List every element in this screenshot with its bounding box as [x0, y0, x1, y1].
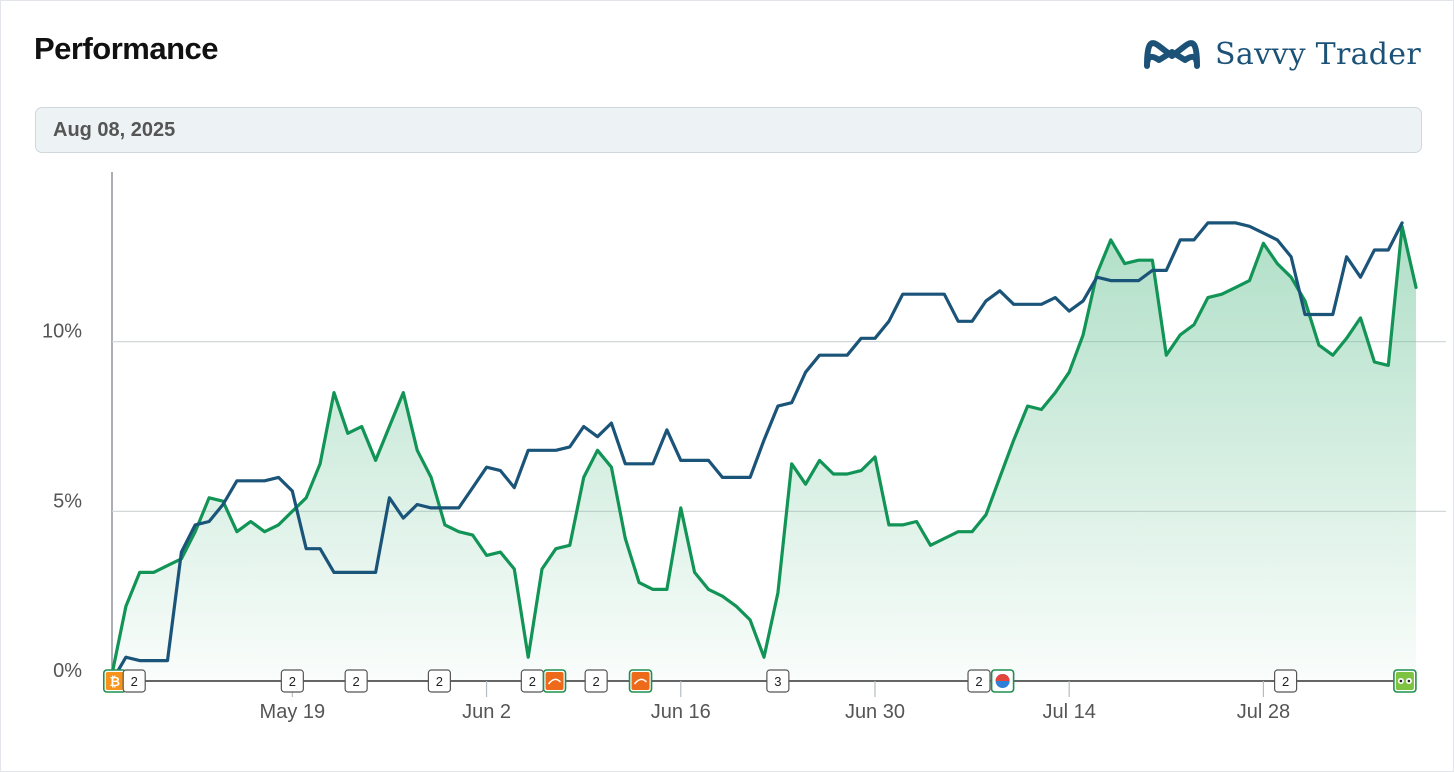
benchmark-line	[110, 221, 1404, 683]
event-count-badge[interactable]: 2	[280, 669, 304, 693]
date-display[interactable]: Aug 08, 2025	[35, 107, 1422, 153]
event-count-label: 2	[289, 674, 296, 689]
x-tick-label: May 19	[260, 701, 326, 723]
event-marker-orange-logo-icon[interactable]	[542, 669, 567, 693]
event-count-badge[interactable]: 2	[1273, 669, 1298, 693]
event-count-badge[interactable]: 2	[427, 669, 451, 693]
x-tick-label: Jul 14	[1043, 701, 1096, 723]
event-count-badge[interactable]: 2	[967, 669, 991, 693]
svg-text:₿: ₿	[109, 675, 120, 690]
event-count-badge[interactable]: 2	[520, 669, 544, 693]
event-count-label: 2	[353, 674, 360, 689]
y-tick-label: 0%	[53, 660, 82, 682]
x-axis: May 19 Jun 2 Jun 16 Jun 30 Jul 14 Jul 28	[112, 680, 1416, 723]
y-axis-labels: 0% 5% 10%	[42, 321, 82, 682]
event-count-badge[interactable]: 3	[766, 669, 790, 693]
event-count-badge[interactable]: 2	[584, 669, 608, 693]
y-tick-label: 10%	[42, 321, 82, 343]
portfolio-area	[112, 226, 1416, 682]
savvy-trader-logo-icon	[1144, 40, 1201, 69]
event-count-label: 2	[1282, 674, 1289, 689]
page-title: Performance	[34, 31, 219, 66]
y-tick-label: 5%	[53, 490, 82, 512]
date-text: Aug 08, 2025	[53, 119, 176, 141]
event-count-label: 2	[593, 674, 600, 689]
event-count-label: 2	[529, 674, 536, 689]
event-count-label: 2	[131, 674, 138, 689]
x-tick-label: Jun 30	[845, 701, 905, 723]
brand-logo[interactable]: Savvy Trader	[1141, 31, 1421, 77]
event-marker-globe-logo-icon[interactable]	[990, 669, 1015, 693]
x-tick-label: Jun 2	[462, 701, 511, 723]
event-marker-owl-logo-icon[interactable]	[1393, 669, 1417, 693]
event-marker-orange-logo-icon[interactable]	[628, 669, 653, 693]
event-count-label: 3	[774, 674, 781, 689]
brand-name: Savvy Trader	[1215, 36, 1421, 72]
event-count-badge[interactable]: 2	[122, 669, 146, 693]
portfolio-line	[110, 224, 1418, 676]
x-tick-label: Jun 16	[651, 701, 711, 723]
x-tick-label: Jul 28	[1237, 701, 1290, 723]
series-layer	[110, 221, 1418, 683]
event-count-badge[interactable]: 2	[344, 669, 368, 693]
event-marker-bitcoin-icon[interactable]: ₿	[102, 669, 127, 693]
event-count-label: 2	[975, 674, 982, 689]
event-markers[interactable]: ₿ 2 2 2 2 2 2 3 2 2	[102, 669, 1417, 693]
event-count-label: 2	[436, 674, 443, 689]
